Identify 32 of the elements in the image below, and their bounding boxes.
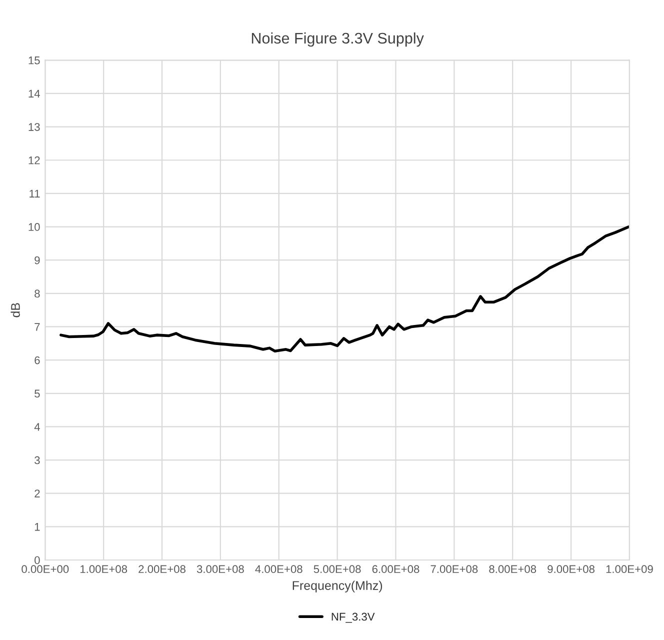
- x-tick-label: 5.00E+08: [314, 565, 361, 574]
- x-tick-label: 3.00E+08: [196, 565, 244, 574]
- x-tick-label: 2.00E+08: [138, 565, 186, 574]
- y-tick-label: 3: [34, 456, 40, 464]
- x-axis-title: Frequency(Mhz): [292, 580, 382, 592]
- y-tick-label: 8: [34, 290, 40, 298]
- x-tick-label: 7.00E+08: [430, 565, 478, 574]
- y-tick-label: 0: [34, 556, 40, 564]
- y-tick-label: 7: [34, 323, 40, 331]
- x-tick-label: 8.00E+08: [489, 565, 536, 574]
- x-tick-label: 0.00E+00: [22, 565, 69, 574]
- legend-label: NF_3.3V: [332, 612, 375, 623]
- y-tick-label: 11: [30, 190, 40, 198]
- y-tick-label: 12: [28, 156, 40, 164]
- y-tick-label: 13: [28, 123, 40, 131]
- y-tick-label: 9: [34, 256, 40, 264]
- x-tick-label: 1.00E+09: [606, 565, 653, 574]
- x-tick-label: 6.00E+08: [372, 565, 420, 574]
- y-tick-label: 10: [28, 223, 40, 231]
- x-tick-label: 1.00E+08: [80, 565, 128, 574]
- y-tick-label: 14: [28, 90, 40, 98]
- y-tick-label: 15: [28, 56, 40, 64]
- y-axis-title: dB: [10, 303, 20, 318]
- x-tick-label: 9.00E+08: [548, 565, 594, 574]
- line-series: [60, 225, 630, 352]
- y-tick-label: 1: [34, 523, 40, 531]
- y-tick-label: 4: [34, 423, 40, 431]
- chart-title: Noise Figure 3.3V Supply: [252, 32, 424, 47]
- x-tick-label: 4.00E+08: [255, 565, 302, 574]
- y-tick-label: 5: [34, 390, 40, 398]
- y-tick-label: 6: [34, 356, 40, 364]
- y-tick-label: 2: [34, 490, 40, 498]
